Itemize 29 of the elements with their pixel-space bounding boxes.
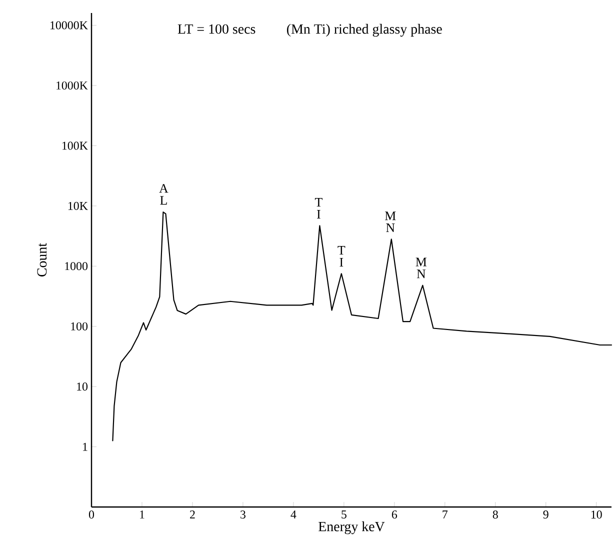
annotation: M N: [384, 212, 396, 232]
x-tick-label: 0: [88, 510, 94, 519]
y-tick-label: 1000K: [56, 81, 88, 90]
annotation: A L: [159, 184, 168, 205]
annotation: M N: [416, 258, 427, 278]
x-axis-title: Energy keV: [318, 521, 385, 534]
x-tick-label: 4: [290, 510, 296, 518]
y-tick-label: 100: [71, 322, 88, 330]
x-tick-label: 10: [591, 510, 602, 519]
x-tick-label: 3: [240, 510, 246, 519]
x-tick-label: 6: [392, 510, 398, 519]
text: LT = 100 secs: [178, 24, 256, 34]
annotation: T I: [314, 198, 322, 218]
text: (Mn Ti) riched glassy phase: [286, 24, 442, 37]
x-tick-label: 8: [492, 510, 498, 519]
x-tick-label: 2: [190, 510, 195, 518]
y-tick-label: 1000: [65, 262, 88, 270]
x-tick-label: 9: [543, 510, 548, 519]
line-series: [112, 212, 612, 442]
x-tick-label: 5: [342, 510, 346, 518]
y-tick-label: 10K: [68, 202, 88, 210]
x-tick-label: 1: [140, 510, 144, 518]
y-axis-title: Count: [37, 243, 47, 276]
annotation: T I: [338, 246, 346, 266]
y-tick-label: 100K: [62, 142, 88, 150]
x-tick-label: 7: [442, 510, 448, 518]
y-tick-label: 10000K: [50, 21, 88, 30]
y-tick-label: 10: [77, 382, 88, 391]
y-tick-label: 1: [83, 442, 88, 451]
